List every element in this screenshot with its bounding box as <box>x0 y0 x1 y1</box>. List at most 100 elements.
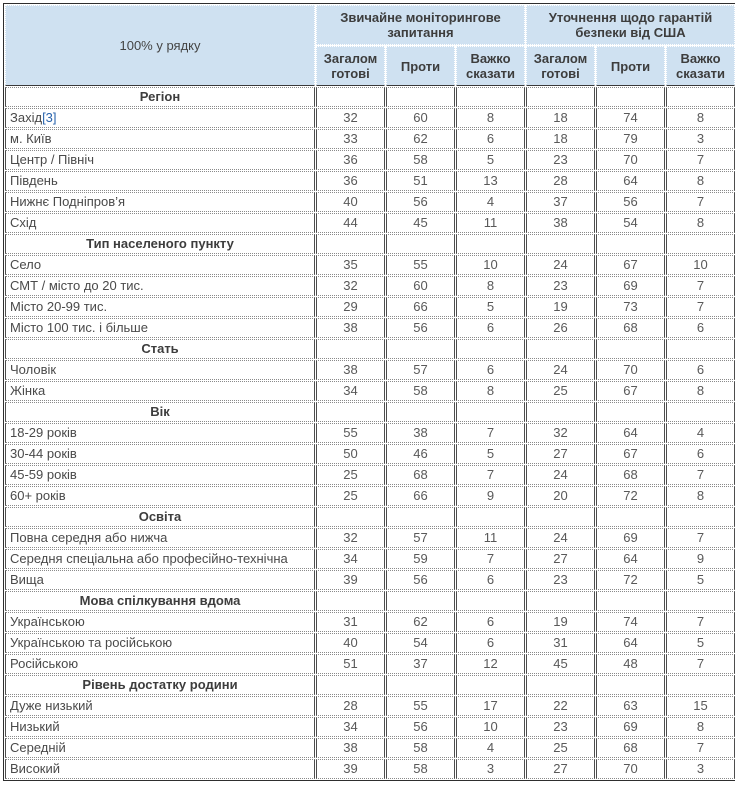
table-row: 60+ років 25 66 9 20 72 8 <box>5 486 735 506</box>
section-empty-cell <box>666 675 735 695</box>
cell-value: 8 <box>666 171 735 191</box>
cell-value: 70 <box>596 150 665 170</box>
cell-value: 72 <box>596 486 665 506</box>
row-label: Середній <box>5 738 315 758</box>
table-row: Низький 34 56 10 23 69 8 <box>5 717 735 737</box>
cell-value: 64 <box>596 423 665 443</box>
section-empty-cell <box>526 87 595 107</box>
cell-value: 26 <box>526 318 595 338</box>
section-empty-cell <box>316 402 385 422</box>
table-row: Схід 44 45 11 38 54 8 <box>5 213 735 233</box>
cell-value: 18 <box>526 108 595 128</box>
cell-value: 7 <box>666 276 735 296</box>
sub-header-row: Загалом готові Проти Важко сказати Загал… <box>5 46 735 86</box>
row-label: Центр / Північ <box>5 150 315 170</box>
cell-value: 6 <box>666 318 735 338</box>
section-row: Стать <box>5 339 735 359</box>
table-row: Центр / Північ 36 58 5 23 70 7 <box>5 150 735 170</box>
cell-value: 67 <box>596 444 665 464</box>
cell-value: 7 <box>666 192 735 212</box>
col-header-against-1: Проти <box>386 46 455 86</box>
cell-value: 39 <box>316 759 385 779</box>
row-label: Російською <box>5 654 315 674</box>
section-row: Освіта <box>5 507 735 527</box>
cell-value: 3 <box>666 759 735 779</box>
cell-value: 31 <box>316 612 385 632</box>
cell-value: 46 <box>386 444 455 464</box>
cell-value: 56 <box>596 192 665 212</box>
section-empty-cell <box>526 402 595 422</box>
cell-value: 8 <box>666 381 735 401</box>
col-header-hard-to-say-2: Важко сказати <box>666 46 735 86</box>
cell-value: 34 <box>316 381 385 401</box>
cell-value: 69 <box>596 717 665 737</box>
section-empty-cell <box>596 339 665 359</box>
col-header-ready-2: Загалом готові <box>526 46 595 86</box>
section-title: Стать <box>5 339 315 359</box>
cell-value: 6 <box>456 360 525 380</box>
row-label: Дуже низький <box>5 696 315 716</box>
cell-value: 19 <box>526 612 595 632</box>
cell-value: 69 <box>596 528 665 548</box>
cell-value: 27 <box>526 549 595 569</box>
cell-value: 38 <box>316 738 385 758</box>
cell-value: 10 <box>456 255 525 275</box>
cell-value: 37 <box>526 192 595 212</box>
table-row: Українською та російською 40 54 6 31 64 5 <box>5 633 735 653</box>
cell-value: 7 <box>666 528 735 548</box>
row-label: Чоловік <box>5 360 315 380</box>
section-row: Тип населеного пункту <box>5 234 735 254</box>
cell-value: 54 <box>596 213 665 233</box>
section-title: Мова спілкування вдома <box>5 591 315 611</box>
cell-value: 62 <box>386 612 455 632</box>
cell-value: 56 <box>386 717 455 737</box>
section-empty-cell <box>456 507 525 527</box>
table-row: Українською 31 62 6 19 74 7 <box>5 612 735 632</box>
table-row: Повна середня або нижча 32 57 11 24 69 7 <box>5 528 735 548</box>
table-row: Захід[3] 32 60 8 18 74 8 <box>5 108 735 128</box>
section-empty-cell <box>456 402 525 422</box>
table-row: 18-29 років 55 38 7 32 64 4 <box>5 423 735 443</box>
section-empty-cell <box>386 402 455 422</box>
row-label: м. Київ <box>5 129 315 149</box>
cell-value: 25 <box>526 381 595 401</box>
cell-value: 25 <box>316 486 385 506</box>
cell-value: 5 <box>456 444 525 464</box>
row-label: Українською та російською <box>5 633 315 653</box>
cell-value: 5 <box>666 570 735 590</box>
corner-header: 100% у рядку <box>5 5 315 86</box>
cell-value: 25 <box>316 465 385 485</box>
cell-value: 13 <box>456 171 525 191</box>
table-row: Південь 36 51 13 28 64 8 <box>5 171 735 191</box>
section-empty-cell <box>596 402 665 422</box>
cell-value: 33 <box>316 129 385 149</box>
section-empty-cell <box>666 402 735 422</box>
footnote-link[interactable]: [3] <box>42 110 57 125</box>
cell-value: 32 <box>316 108 385 128</box>
cell-value: 58 <box>386 759 455 779</box>
cell-value: 11 <box>456 528 525 548</box>
cell-value: 8 <box>456 381 525 401</box>
section-empty-cell <box>316 591 385 611</box>
col-group-usa-guarantees: Уточнення щодо гарантій безпеки від США <box>526 5 735 45</box>
cell-value: 67 <box>596 255 665 275</box>
row-label: Жінка <box>5 381 315 401</box>
row-label: СМТ / місто до 20 тис. <box>5 276 315 296</box>
cell-value: 32 <box>526 423 595 443</box>
cell-value: 7 <box>456 549 525 569</box>
cell-value: 32 <box>316 528 385 548</box>
row-label: Село <box>5 255 315 275</box>
section-empty-cell <box>316 339 385 359</box>
cell-value: 7 <box>666 612 735 632</box>
cell-value: 60 <box>386 276 455 296</box>
table-row: Село 35 55 10 24 67 10 <box>5 255 735 275</box>
cell-value: 59 <box>386 549 455 569</box>
table-row: Місто 20-99 тис. 29 66 5 19 73 7 <box>5 297 735 317</box>
cell-value: 38 <box>316 318 385 338</box>
cell-value: 6 <box>666 444 735 464</box>
row-label: Нижнє Подніпров’я <box>5 192 315 212</box>
row-label: 45-59 років <box>5 465 315 485</box>
row-label: Місто 100 тис. і більше <box>5 318 315 338</box>
cell-value: 7 <box>666 654 735 674</box>
